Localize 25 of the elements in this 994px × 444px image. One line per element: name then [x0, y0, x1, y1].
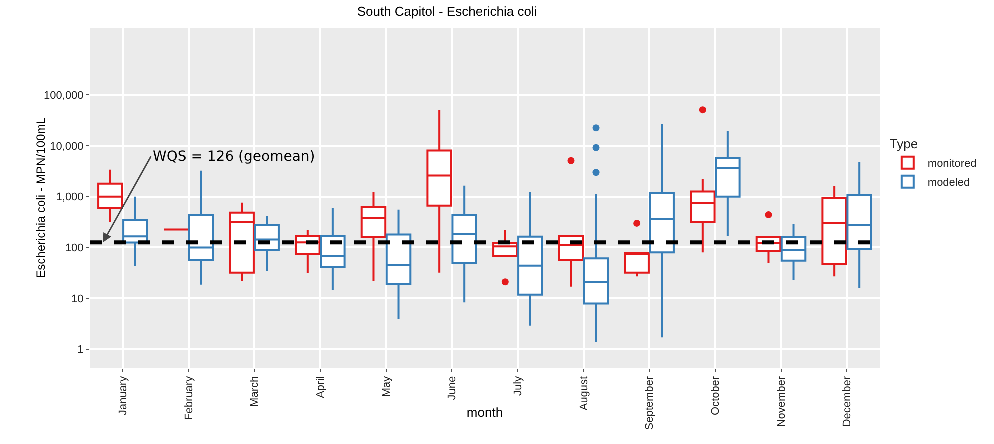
- y-tick-label: 10,000: [50, 140, 84, 153]
- x-tick-label: July: [512, 376, 524, 396]
- x-tick-label: January: [117, 376, 130, 416]
- y-tick-label: 10: [72, 293, 84, 306]
- x-tick-label: October: [710, 376, 722, 416]
- x-axis-title: month: [466, 405, 504, 420]
- x-tick-label: November: [776, 376, 788, 428]
- legend-label: modeled: [928, 177, 970, 190]
- chart-title: South Capitol - Escherichia coli: [357, 4, 538, 19]
- x-tick-label: May: [380, 376, 393, 398]
- x-tick-label: March: [249, 376, 262, 407]
- x-tick-label: February: [183, 376, 196, 420]
- legend-label: monitored: [928, 158, 977, 170]
- x-tick-label: June: [446, 376, 459, 400]
- x-tick-label: September: [644, 376, 656, 430]
- legend-title: Type: [890, 136, 918, 152]
- y-tick-label: 1: [78, 344, 84, 356]
- y-tick-label: 100,000: [44, 90, 84, 102]
- y-axis-title: Escherichia coli - MPN/100mL: [34, 117, 48, 278]
- x-tick-label: April: [314, 376, 327, 398]
- ref-line-label: WQS = 126 (geomean): [153, 149, 316, 165]
- y-tick-label: 1,000: [56, 192, 84, 204]
- x-tick-label: August: [578, 376, 590, 411]
- y-tick-label: 100: [65, 242, 84, 255]
- x-tick-label: December: [842, 376, 854, 428]
